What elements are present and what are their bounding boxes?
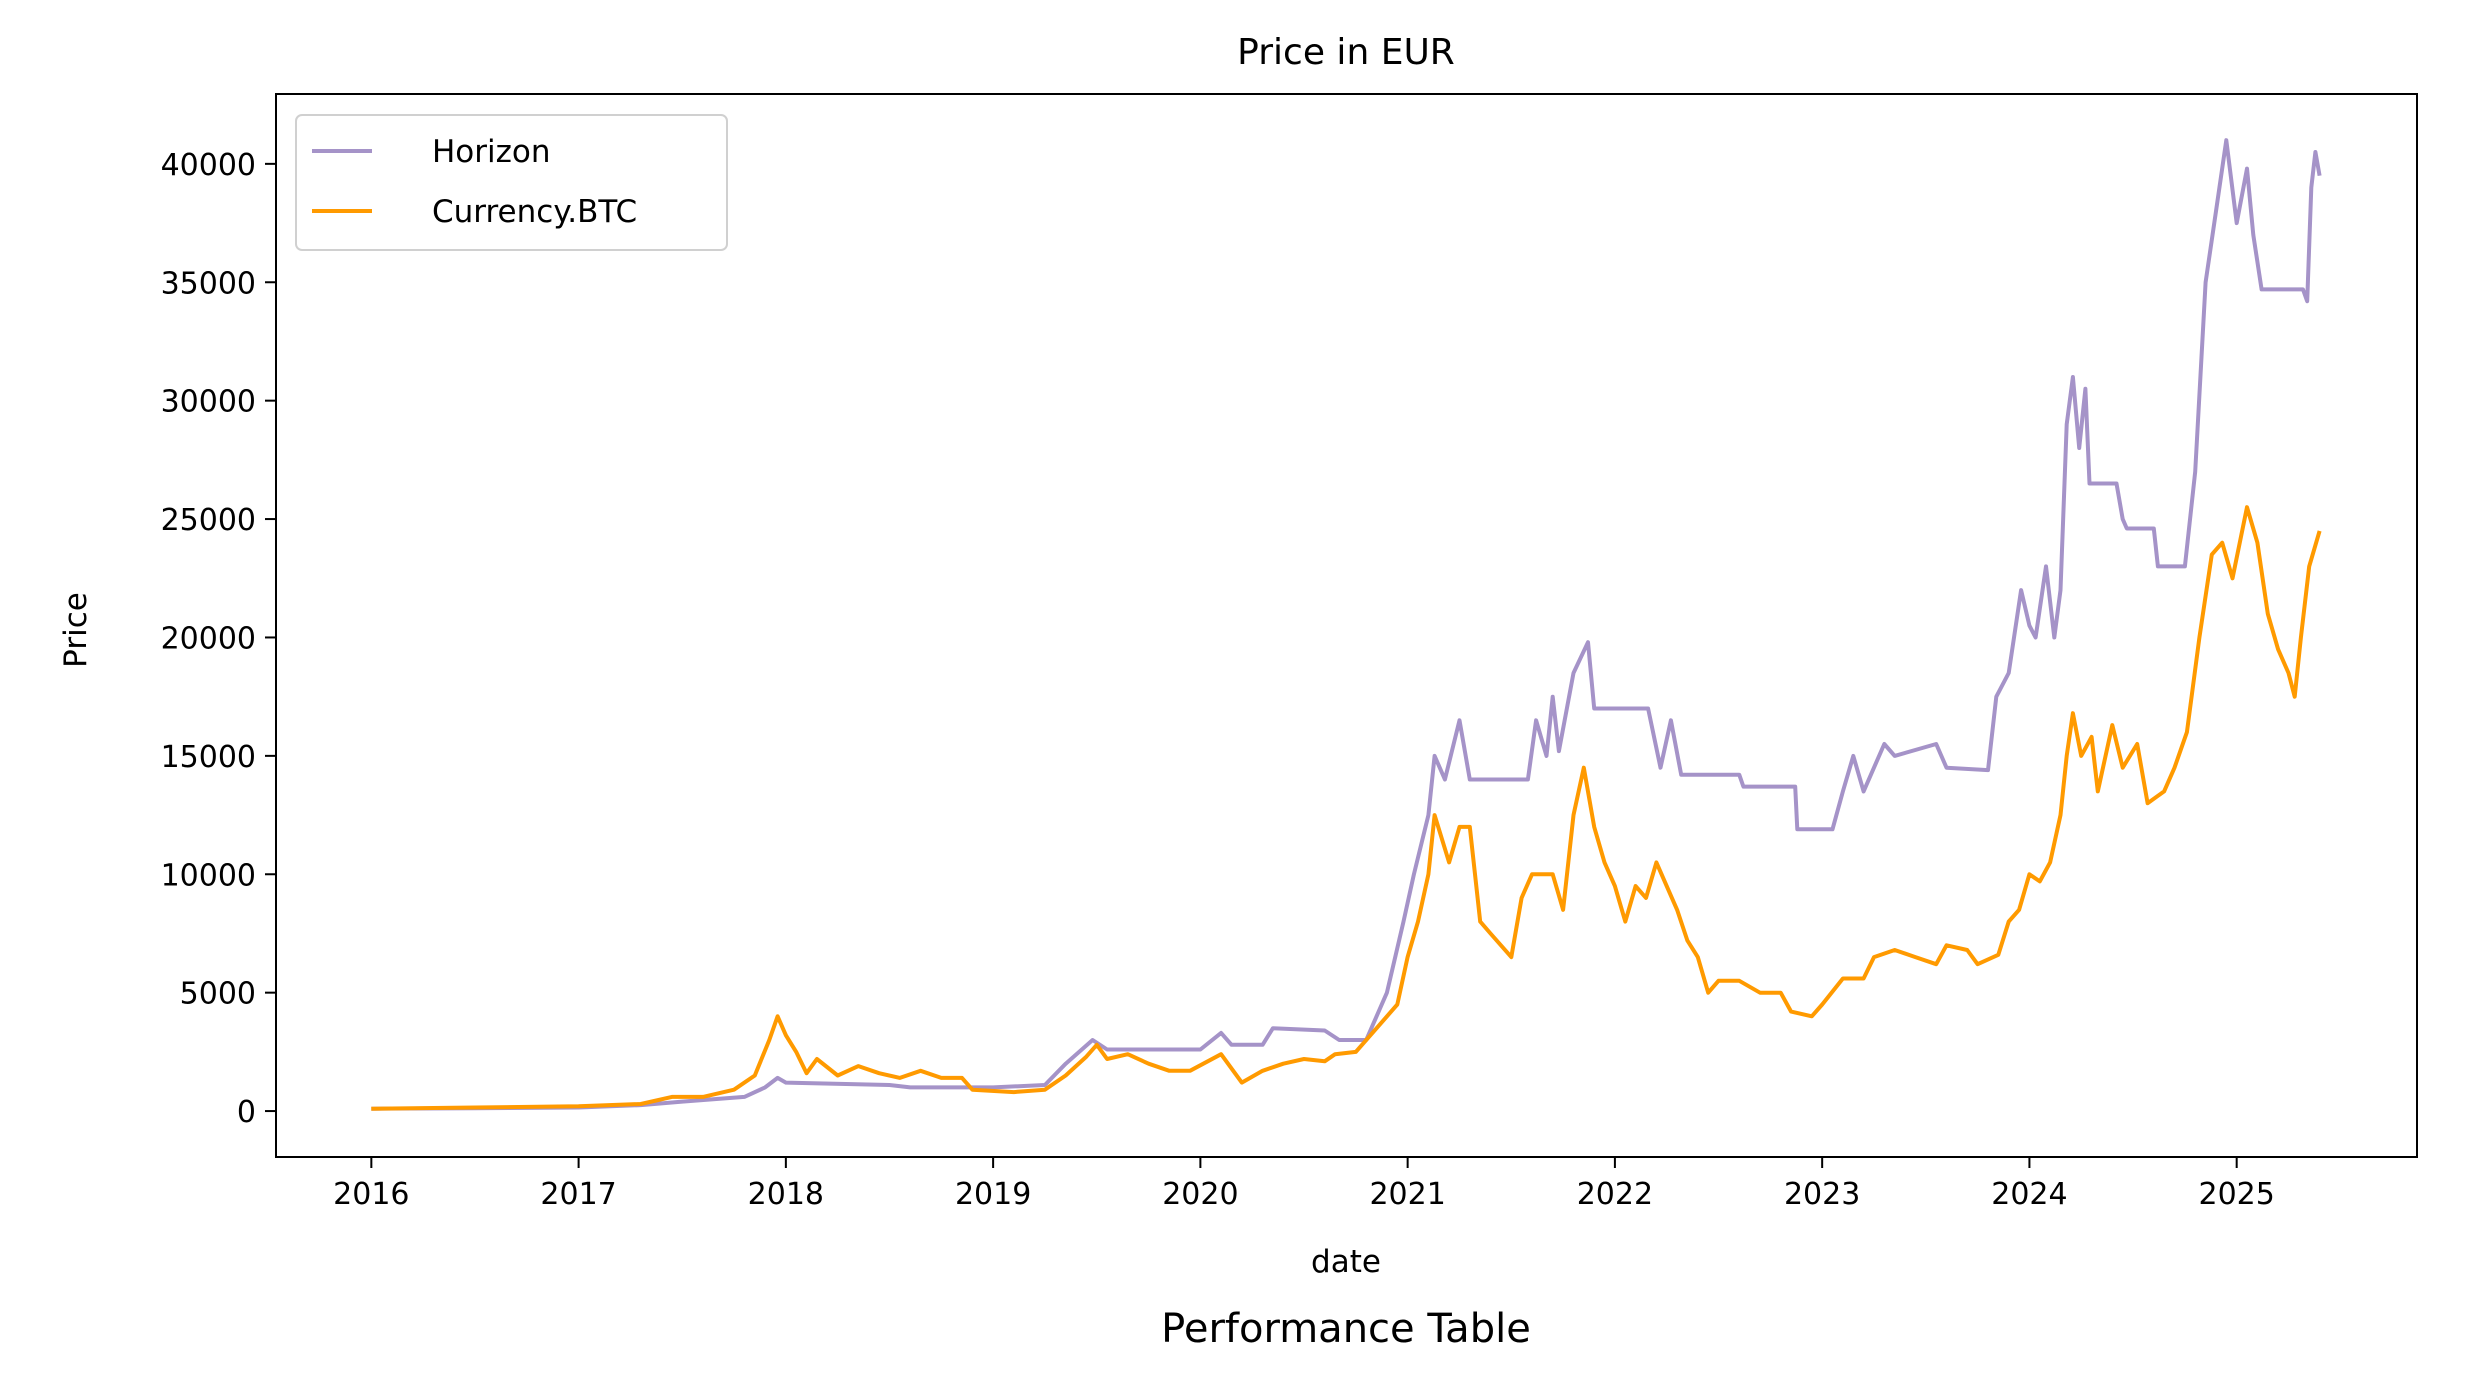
x-tick-label: 2017: [540, 1177, 616, 1212]
x-tick-label: 2023: [1784, 1177, 1860, 1212]
y-tick-label: 30000: [161, 385, 256, 420]
legend-label-horizon: Horizon: [432, 134, 551, 170]
legend: Horizon Currency.BTC: [295, 114, 728, 251]
x-tick-label: 2024: [1991, 1177, 2067, 1212]
y-axis-label: Price: [58, 592, 94, 668]
legend-label-btc: Currency.BTC: [432, 194, 637, 230]
y-tick-label: 10000: [161, 858, 256, 893]
y-axis: 0 5000 10000 15000 20000 25000 30000 35000 40000: [161, 148, 276, 1130]
y-tick-label: 20000: [161, 621, 256, 656]
y-tick-label: 25000: [161, 503, 256, 538]
y-tick-label: 0: [237, 1095, 256, 1130]
legend-box: [295, 114, 728, 251]
x-tick-label: 2016: [333, 1177, 409, 1212]
y-tick-label: 5000: [180, 977, 256, 1012]
x-axis: 2016 2017 2018 2019 2020 2021 2022 2023 2024 2025: [333, 1157, 2275, 1212]
performance-table-caption: Performance Table: [1161, 1306, 1531, 1352]
x-tick-label: 2022: [1577, 1177, 1653, 1212]
chart-title: Price in EUR: [1237, 32, 1455, 73]
x-tick-label: 2018: [748, 1177, 824, 1212]
plot-frame: [275, 93, 2418, 1158]
x-tick-label: 2019: [955, 1177, 1031, 1212]
series-line-horizon: [371, 138, 2322, 1111]
series-layer: [371, 138, 2322, 1111]
x-tick-label: 2021: [1369, 1177, 1445, 1212]
x-axis-label: date: [1311, 1244, 1381, 1280]
y-tick-label: 15000: [161, 740, 256, 775]
y-tick-label: 40000: [161, 148, 256, 183]
series-line-currency-btc: [371, 505, 2322, 1111]
x-tick-label: 2025: [2199, 1177, 2275, 1212]
y-tick-label: 35000: [161, 266, 256, 301]
x-tick-label: 2020: [1162, 1177, 1238, 1212]
